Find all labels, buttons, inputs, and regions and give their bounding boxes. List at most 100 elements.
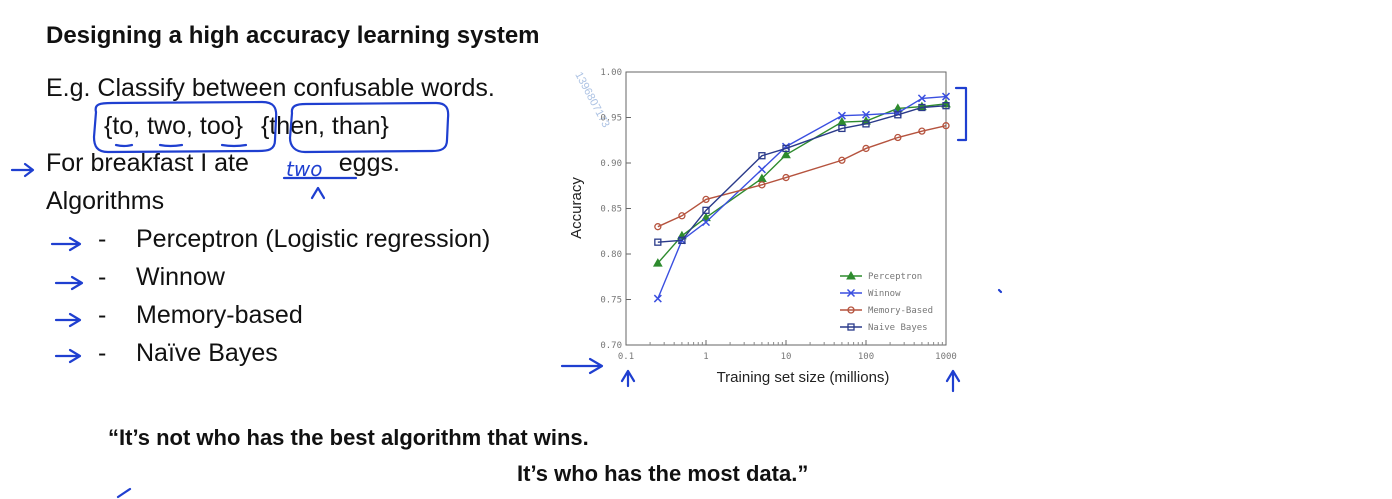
- x-tick-label: 0.1: [618, 352, 634, 362]
- algorithm-dash: -: [98, 225, 107, 253]
- data-point: [862, 120, 870, 128]
- data-point: [942, 102, 950, 110]
- data-point: [758, 181, 766, 189]
- word-group-then-than: {then, than}: [261, 112, 389, 140]
- data-point: [701, 212, 711, 222]
- data-point: [782, 173, 790, 182]
- x-axis-title: Training set size (millions): [717, 369, 890, 386]
- data-point: [702, 206, 710, 214]
- data-point: [678, 212, 686, 220]
- legend-item: Winnow: [840, 288, 901, 299]
- data-point: [758, 152, 766, 160]
- data-point: [654, 223, 662, 231]
- data-point: [861, 110, 871, 119]
- data-point: [757, 165, 766, 174]
- ink-underline-to: [114, 143, 134, 148]
- ink-underline-too: [220, 143, 248, 148]
- algorithm-dash: -: [98, 301, 107, 329]
- algorithm-label: Naïve Bayes: [136, 339, 278, 367]
- data-point: [846, 270, 856, 280]
- data-point: [782, 144, 790, 153]
- ink-arrow-algo-1: [50, 236, 82, 252]
- legend-label: Naive Bayes: [868, 323, 928, 333]
- data-point: [894, 133, 902, 142]
- y-tick-label: 0.95: [600, 114, 622, 124]
- series-line: [657, 104, 947, 243]
- chart-axes: 0.1 1 10 100 1000 0.70 0.75 0.80 0.85 0.90 0.95 1.0…: [600, 68, 957, 362]
- example-sentence: For breakfast I ate eggs.: [46, 149, 400, 178]
- ink-mark-bottom-left: [116, 487, 132, 499]
- ink-underline-two: [158, 143, 184, 148]
- ink-caret-blank: [310, 186, 326, 200]
- ink-dot-right: [997, 288, 1003, 294]
- algorithm-item: - Memory-based: [98, 301, 303, 330]
- legend-item: Memory-Based: [840, 306, 933, 316]
- x-tick-label: 1: [703, 352, 708, 362]
- legend-item: Naive Bayes: [840, 323, 928, 333]
- accuracy-vs-training-size-chart: 0.1 1 10 100 1000 0.70 0.75 0.80 0.85 0.90 0.95 1.0…: [568, 68, 957, 386]
- legend-label: Memory-Based: [868, 306, 933, 316]
- series-line: [657, 95, 947, 299]
- y-tick-label: 1.00: [600, 68, 622, 78]
- data-point: [918, 103, 926, 112]
- ink-arrow-algo-3: [54, 312, 82, 328]
- series-perceptron: [652, 98, 951, 267]
- legend-label: Perceptron: [868, 272, 922, 282]
- data-point: [652, 258, 663, 267]
- data-point: [653, 294, 662, 303]
- data-point: [918, 127, 926, 135]
- data-point: [917, 94, 926, 103]
- data-point: [846, 288, 856, 298]
- data-point: [838, 124, 846, 133]
- data-point: [894, 111, 902, 119]
- ink-arrow-sentence: [10, 162, 35, 178]
- legend-item: Perceptron: [840, 270, 922, 282]
- slide-title: Designing a high accuracy learning syste…: [46, 22, 540, 49]
- series-naive-bayes: [654, 102, 950, 246]
- data-point: [678, 236, 686, 245]
- ink-arrow-algo-2: [54, 275, 84, 291]
- y-tick-label: 0.70: [600, 341, 622, 351]
- y-tick-label: 0.80: [600, 250, 622, 260]
- chart-series: [652, 92, 951, 303]
- data-point: [847, 306, 855, 314]
- sentence-before-blank: For breakfast I ate: [46, 149, 249, 177]
- algorithm-label: Perceptron (Logistic regression): [136, 225, 491, 253]
- y-axis-title: Accuracy: [568, 177, 585, 239]
- series-memory-based: [654, 122, 950, 231]
- algorithm-item: - Perceptron (Logistic regression): [98, 225, 490, 254]
- confusable-word-groups: {to, two, too} {then, than}: [104, 112, 389, 141]
- x-tick-label: 1000: [935, 352, 957, 362]
- x-tick-label: 100: [858, 352, 874, 362]
- series-line: [657, 125, 947, 228]
- algorithm-dash: -: [98, 339, 107, 367]
- data-point: [837, 111, 846, 120]
- legend-label: Winnow: [868, 289, 901, 299]
- data-point: [838, 156, 846, 164]
- data-point: [941, 92, 951, 101]
- algorithm-label: Memory-based: [136, 301, 303, 329]
- series-winnow: [653, 92, 951, 303]
- data-point: [847, 323, 855, 331]
- sentence-after-blank: eggs.: [338, 149, 400, 177]
- data-point: [781, 149, 791, 159]
- data-point: [942, 122, 950, 130]
- chart-legend: Perceptron Winnow Memory-Based Naive Bayes: [840, 270, 933, 333]
- algorithm-item: - Winnow: [98, 263, 225, 292]
- data-point: [941, 98, 951, 108]
- data-point: [702, 195, 710, 204]
- data-point: [701, 218, 711, 227]
- y-tick-label: 0.90: [600, 159, 622, 169]
- algorithm-item: - Naïve Bayes: [98, 339, 278, 368]
- y-tick-label: 0.85: [600, 205, 622, 215]
- quote-line-1: “It’s not who has the best algorithm tha…: [108, 425, 589, 450]
- y-tick-label: 0.75: [600, 296, 622, 306]
- algorithm-label: Winnow: [136, 263, 225, 291]
- data-point: [862, 144, 870, 153]
- example-intro: E.g. Classify between confusable words.: [46, 74, 495, 102]
- word-group-to-two-too: {to, two, too}: [104, 112, 243, 140]
- series-line: [657, 103, 947, 264]
- data-point: [654, 238, 662, 246]
- algorithm-dash: -: [98, 263, 107, 291]
- ink-arrow-algo-4: [54, 348, 82, 364]
